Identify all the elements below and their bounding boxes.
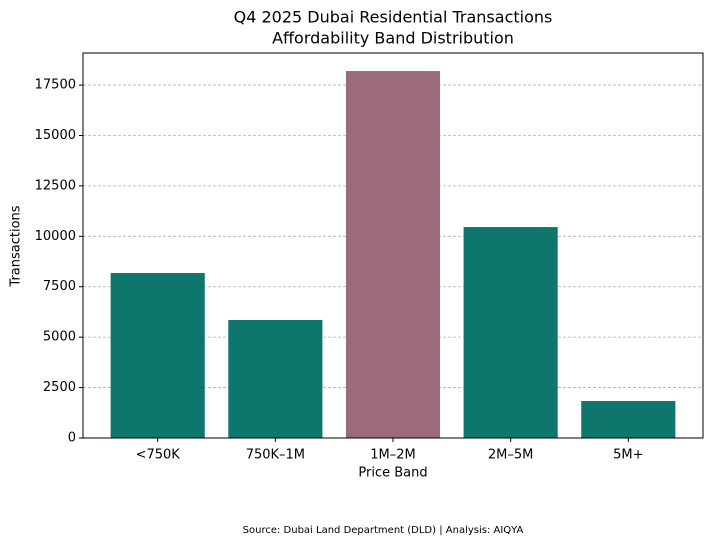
y-tick-label: 12500 <box>35 178 76 193</box>
y-tick-label: 10000 <box>35 229 76 244</box>
y-tick-label: 0 <box>68 431 76 446</box>
x-tick-label: 5M+ <box>613 448 643 463</box>
bar <box>110 273 205 438</box>
x-tick-label: 750K–1M <box>246 448 305 463</box>
bar <box>228 320 323 438</box>
chart-title: Q4 2025 Dubai Residential Transactions <box>234 8 553 27</box>
x-tick-label: <750K <box>136 448 181 463</box>
bar <box>345 71 441 439</box>
y-tick-label: 15000 <box>35 128 76 143</box>
x-tick-label: 1M–2M <box>370 448 415 463</box>
y-tick-label: 5000 <box>43 330 76 345</box>
x-axis-label: Price Band <box>358 466 427 481</box>
y-tick-label: 2500 <box>43 380 76 395</box>
y-axis-label: Transactions <box>9 205 24 287</box>
plot-frame <box>82 52 704 439</box>
x-tick-label: 2M–5M <box>488 448 533 463</box>
y-tick-label: 17500 <box>35 78 76 93</box>
source-note: Source: Dubai Land Department (DLD) | An… <box>243 525 524 536</box>
y-tick-label: 7500 <box>43 279 76 294</box>
bar <box>463 227 558 438</box>
chart-subtitle: Affordability Band Distribution <box>272 29 514 48</box>
bar <box>581 400 676 438</box>
